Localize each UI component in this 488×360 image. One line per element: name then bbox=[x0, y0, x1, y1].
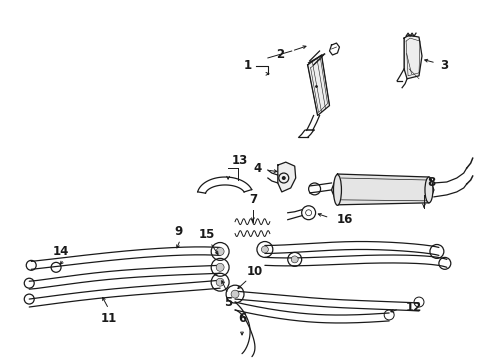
Polygon shape bbox=[403, 35, 421, 79]
Text: 12: 12 bbox=[405, 301, 421, 314]
Circle shape bbox=[291, 256, 298, 263]
Ellipse shape bbox=[333, 175, 341, 205]
Polygon shape bbox=[331, 174, 433, 205]
Text: 8: 8 bbox=[426, 176, 434, 189]
Circle shape bbox=[231, 290, 239, 298]
Text: 13: 13 bbox=[231, 154, 247, 167]
Polygon shape bbox=[307, 55, 329, 116]
Text: 11: 11 bbox=[101, 312, 117, 325]
Text: 9: 9 bbox=[174, 225, 182, 238]
Text: 3: 3 bbox=[439, 59, 447, 72]
Text: 1: 1 bbox=[244, 59, 251, 72]
Circle shape bbox=[216, 264, 224, 271]
Circle shape bbox=[216, 247, 224, 255]
Text: 5: 5 bbox=[224, 296, 232, 309]
Circle shape bbox=[281, 176, 285, 180]
Text: 7: 7 bbox=[248, 193, 257, 206]
Text: 4: 4 bbox=[253, 162, 262, 175]
Text: 2: 2 bbox=[275, 49, 283, 62]
Circle shape bbox=[216, 278, 224, 286]
Text: 15: 15 bbox=[199, 228, 215, 241]
Circle shape bbox=[261, 246, 268, 253]
Ellipse shape bbox=[424, 177, 432, 203]
Text: 10: 10 bbox=[246, 265, 263, 278]
Text: 16: 16 bbox=[336, 213, 352, 226]
Polygon shape bbox=[277, 162, 295, 192]
Text: 14: 14 bbox=[53, 245, 69, 258]
Text: 6: 6 bbox=[237, 312, 245, 325]
